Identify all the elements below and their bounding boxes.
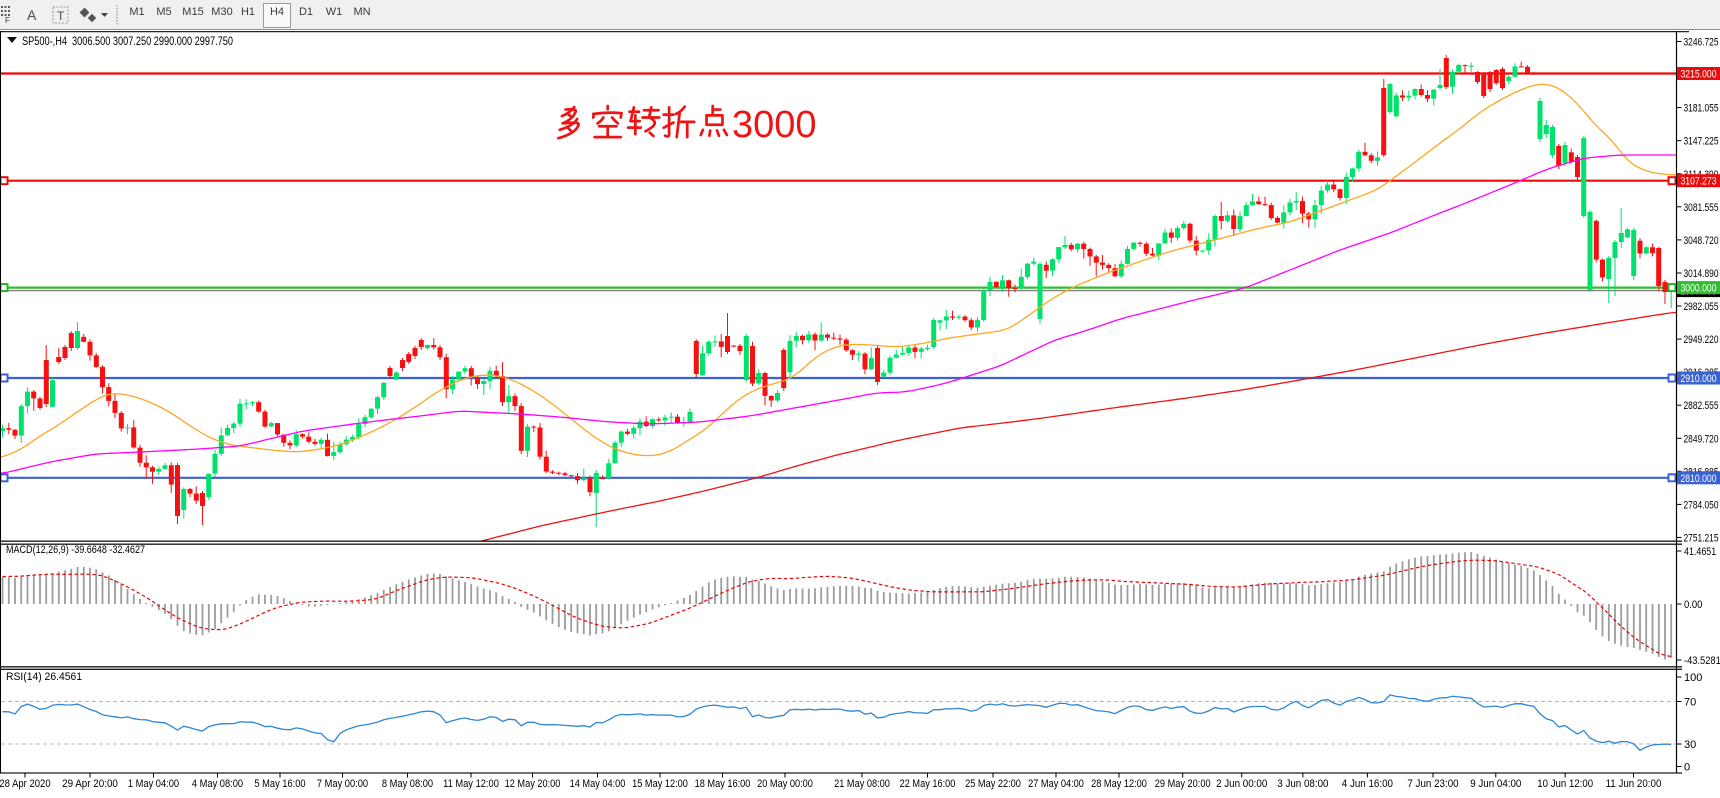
svg-text:21 May 08:00: 21 May 08:00 [834,778,890,790]
svg-text:MACD(12,26,9) -39.6648 -32.462: MACD(12,26,9) -39.6648 -32.4627 [6,544,145,556]
svg-text:3147.225: 3147.225 [1684,136,1719,148]
svg-text:4 Jun 16:00: 4 Jun 16:00 [1342,778,1393,790]
svg-text:2849.720: 2849.720 [1684,433,1719,445]
svg-text:18 May 16:00: 18 May 16:00 [695,778,751,790]
svg-text:29 Apr 20:00: 29 Apr 20:00 [62,778,118,790]
svg-text:1 May 04:00: 1 May 04:00 [128,778,179,790]
svg-text:3048.720: 3048.720 [1684,235,1719,247]
svg-text:30: 30 [1684,739,1696,751]
svg-text:3107.273: 3107.273 [1681,176,1717,188]
svg-text:2949.220: 2949.220 [1684,334,1719,346]
svg-text:3014.890: 3014.890 [1684,268,1719,280]
svg-text:5 May 16:00: 5 May 16:00 [254,778,305,790]
svg-text:8 May 08:00: 8 May 08:00 [382,778,433,790]
svg-text:27 May 04:00: 27 May 04:00 [1028,778,1084,790]
svg-text:14 May 04:00: 14 May 04:00 [570,778,626,790]
svg-text:3000.000: 3000.000 [1681,283,1717,295]
svg-text:2982.055: 2982.055 [1684,301,1719,313]
svg-text:7 May 00:00: 7 May 00:00 [317,778,368,790]
svg-text:3246.725: 3246.725 [1684,37,1719,49]
svg-text:11 May 12:00: 11 May 12:00 [443,778,499,790]
svg-text:RSI(14) 26.4561: RSI(14) 26.4561 [6,671,82,683]
svg-text:28 May 12:00: 28 May 12:00 [1091,778,1147,790]
svg-text:22 May 16:00: 22 May 16:00 [900,778,956,790]
svg-text:2 Jun 00:00: 2 Jun 00:00 [1216,778,1267,790]
svg-text:10 Jun 12:00: 10 Jun 12:00 [1537,778,1593,790]
svg-text:25 May 22:00: 25 May 22:00 [965,778,1021,790]
svg-text:3181.055: 3181.055 [1684,103,1719,115]
svg-text:70: 70 [1684,697,1696,709]
svg-text:0.00: 0.00 [1684,599,1702,611]
svg-text:15 May 12:00: 15 May 12:00 [632,778,688,790]
svg-text:0: 0 [1684,762,1690,774]
svg-text:T: T [57,9,65,23]
svg-text:7 Jun 23:00: 7 Jun 23:00 [1407,778,1458,790]
svg-text:2810.000: 2810.000 [1681,473,1717,485]
svg-text:29 May 20:00: 29 May 20:00 [1155,778,1211,790]
svg-text:3215.000: 3215.000 [1681,69,1717,81]
svg-text:3000: 3000 [732,104,817,146]
svg-text:28 Apr 2020: 28 Apr 2020 [0,778,51,790]
svg-text:9 Jun 04:00: 9 Jun 04:00 [1470,778,1521,790]
svg-text:2784.050: 2784.050 [1684,499,1719,511]
svg-text:2882.555: 2882.555 [1684,400,1719,412]
svg-text:2751.215: 2751.215 [1684,532,1719,544]
svg-text:41.4651: 41.4651 [1684,546,1716,558]
svg-text:F: F [5,16,10,25]
svg-text:3 Jun 08:00: 3 Jun 08:00 [1277,778,1328,790]
svg-text:2910.000: 2910.000 [1681,373,1717,385]
svg-text:12 May 20:00: 12 May 20:00 [505,778,561,790]
svg-text:11 Jun 20:00: 11 Jun 20:00 [1606,778,1662,790]
svg-text:SP500-,H4 3006.500 3007.250 2: SP500-,H4 3006.500 3007.250 2990.000 299… [22,34,233,48]
svg-text:100: 100 [1684,672,1702,684]
svg-text:4 May 08:00: 4 May 08:00 [192,778,243,790]
svg-text:A: A [27,7,37,23]
svg-text:3081.555: 3081.555 [1684,202,1719,214]
svg-text:-43.5281: -43.5281 [1684,655,1720,667]
svg-text:20 May 00:00: 20 May 00:00 [757,778,813,790]
